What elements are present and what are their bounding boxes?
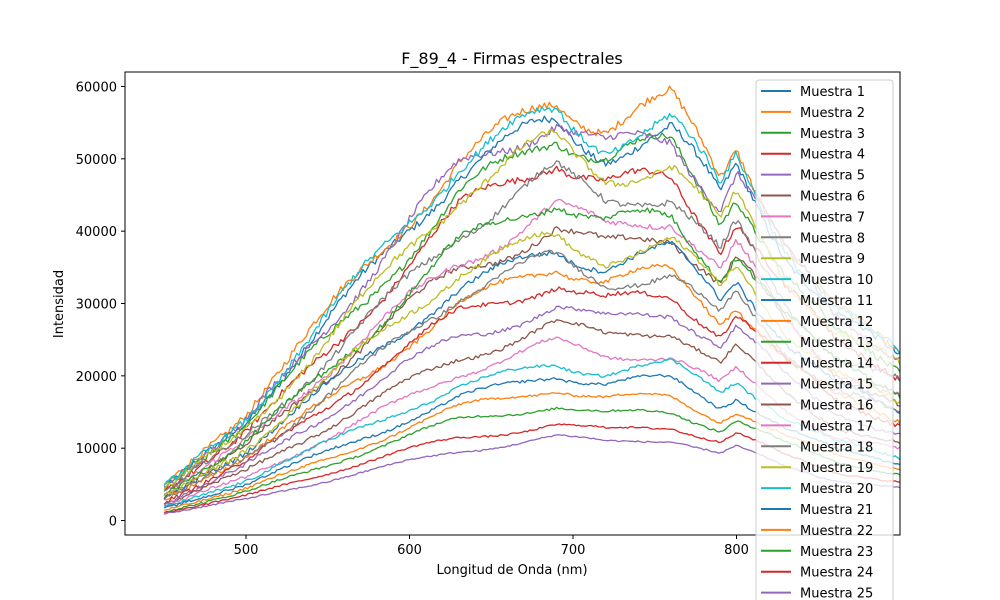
y-tick-label: 0 [109,515,117,530]
legend-box [755,79,894,600]
legend-label: Muestra 13 [800,336,873,351]
legend-label: Muestra 8 [800,231,865,246]
x-tick-label: 600 [397,543,422,558]
y-tick-label: 20000 [76,370,117,385]
x-tick-label: 500 [234,543,259,558]
legend-label: Muestra 10 [800,273,873,288]
y-tick-label: 30000 [76,298,117,313]
legend-label: Muestra 3 [800,127,865,142]
x-axis-label: Longitud de Onda (nm) [436,563,587,578]
chart-title: F_89_4 - Firmas espectrales [401,49,623,69]
legend-label: Muestra 14 [800,357,873,372]
y-tick-label: 60000 [76,80,117,95]
legend-label: Muestra 18 [800,440,873,455]
legend-label: Muestra 2 [800,106,865,121]
legend-label: Muestra 22 [800,524,873,539]
legend: Muestra 1 Muestra 2 Muestra 3 Muestra 4 Mues… [755,79,894,600]
legend-label: Muestra 15 [800,378,873,393]
legend-label: Muestra 16 [800,399,873,414]
legend-label: Muestra 11 [800,294,873,309]
legend-label: Muestra 21 [800,503,873,518]
legend-label: Muestra 17 [800,419,873,434]
legend-label: Muestra 9 [800,252,865,267]
legend-label: Muestra 5 [800,169,865,184]
x-axis-ticks: 500 600 700 800 [234,535,749,558]
legend-label: Muestra 24 [800,566,873,581]
y-tick-label: 10000 [76,442,117,457]
y-axis-label: Intensidad [52,270,67,338]
legend-label: Muestra 6 [800,190,865,205]
x-tick-label: 800 [724,543,749,558]
legend-label: Muestra 4 [800,148,865,163]
legend-label: Muestra 23 [800,545,873,560]
legend-label: Muestra 25 [800,587,873,600]
legend-label: Muestra 12 [800,315,873,330]
y-axis-ticks: 0 10000 20000 30000 40000 50000 60000 [76,80,125,530]
y-tick-label: 40000 [76,225,117,240]
x-tick-label: 700 [561,543,586,558]
legend-label: Muestra 1 [800,85,865,100]
legend-label: Muestra 19 [800,461,873,476]
legend-label: Muestra 20 [800,482,873,497]
legend-label: Muestra 7 [800,210,865,225]
y-tick-label: 50000 [76,153,117,168]
